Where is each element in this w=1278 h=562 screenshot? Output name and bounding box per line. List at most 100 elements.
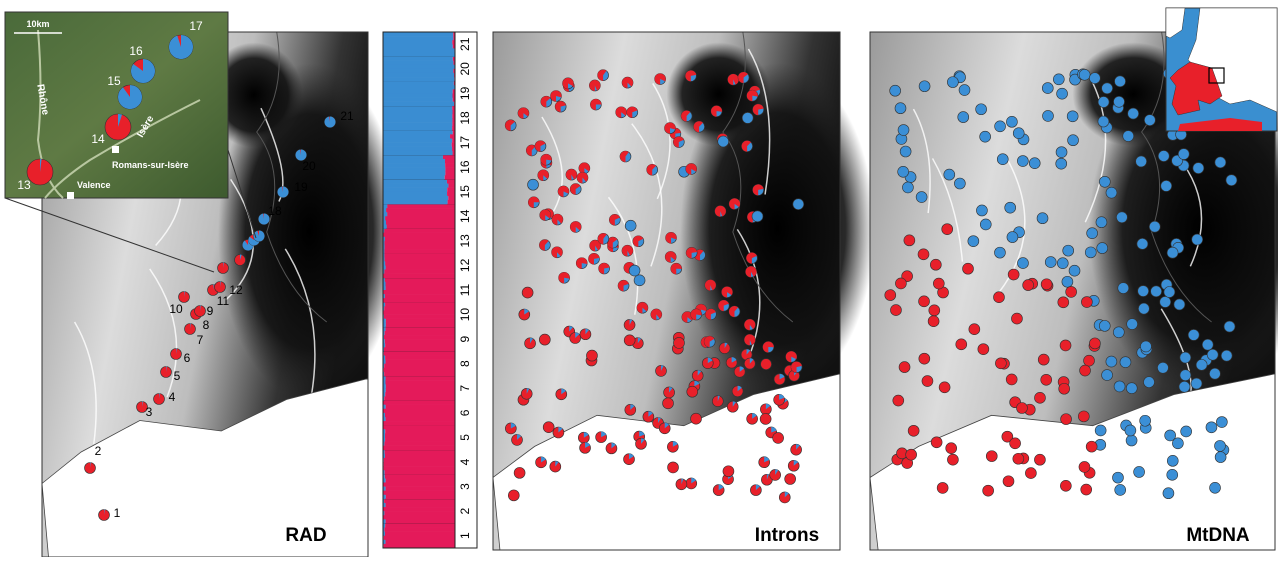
sample-dot (1062, 276, 1073, 287)
sample-dot (1034, 454, 1045, 465)
structure-red (447, 179, 455, 183)
site-label: 3 (146, 405, 153, 419)
sample-dot (1106, 187, 1117, 198)
structure-tick-label: 15 (458, 185, 472, 199)
pie-blue (277, 187, 288, 198)
site-label: 6 (184, 351, 191, 365)
sample-slice (589, 80, 600, 91)
sample-dot (1085, 247, 1096, 258)
sample-dot (1115, 484, 1126, 495)
structure-blue (383, 224, 387, 228)
sample-dot (885, 290, 896, 301)
sample-dot (899, 362, 910, 373)
sample-dot (1096, 217, 1107, 228)
structure-blue (383, 44, 453, 48)
town-label: Romans-sur-Isère (112, 160, 189, 170)
structure-blue (383, 196, 448, 200)
structure-blue (383, 167, 445, 171)
structure-blue (383, 175, 445, 179)
sample-dot (625, 220, 636, 231)
structure-tick-label: 13 (458, 234, 472, 248)
structure-red (448, 196, 455, 200)
sample-dot (1174, 299, 1185, 310)
structure-red (384, 466, 455, 470)
site-label: 1 (114, 506, 121, 520)
structure-red (383, 446, 455, 450)
sample-dot (1215, 452, 1226, 463)
pie-blue (169, 35, 193, 59)
structure-red (445, 163, 455, 167)
sample-dot (919, 81, 930, 92)
sample-dot (1068, 135, 1079, 146)
structure-red (384, 364, 455, 368)
sample-dot (1078, 411, 1089, 422)
structure-blue (383, 32, 453, 36)
sample-dot (1087, 228, 1098, 239)
structure-tick-label: 4 (458, 458, 472, 465)
structure-red (384, 368, 455, 372)
sample-dot (586, 350, 597, 361)
site-label: 5 (174, 369, 181, 383)
structure-red (384, 274, 455, 278)
sample-dot (634, 275, 645, 286)
sample-dot (1167, 455, 1178, 466)
structure-red (384, 351, 455, 355)
sample-dot (1191, 378, 1202, 389)
sample-dot (1084, 355, 1095, 366)
sample-dot (1214, 440, 1225, 451)
pie-blue (325, 117, 336, 128)
structure-blue (383, 85, 455, 89)
structure-blue (383, 179, 447, 183)
sample-dot (1215, 157, 1226, 168)
sample-dot (1023, 280, 1034, 291)
structure-tick-label: 14 (458, 209, 472, 223)
structure-red (383, 401, 455, 405)
structure-red (384, 249, 455, 253)
structure-red (448, 200, 455, 204)
sample-dot (1167, 469, 1178, 480)
structure-red (384, 458, 455, 462)
sample-dot (1140, 341, 1151, 352)
sample-dot (1167, 247, 1178, 258)
structure-blue (383, 93, 453, 97)
sample-dot (1005, 202, 1016, 213)
sample-dot (908, 425, 919, 436)
sample-dot (1061, 414, 1072, 425)
structure-red (386, 265, 455, 269)
sample-dot (898, 166, 909, 177)
structure-red (385, 343, 455, 347)
structure-red (385, 245, 455, 249)
structure-tick-label: 8 (458, 360, 472, 367)
sample-dot (1045, 257, 1056, 268)
structure-red (384, 229, 455, 233)
sample-dot (895, 278, 906, 289)
sample-dot (1008, 269, 1019, 280)
sample-dot (793, 199, 804, 210)
sample-dot (1134, 466, 1145, 477)
sample-dot (983, 485, 994, 496)
sample-dot (1114, 96, 1125, 107)
structure-blue (383, 114, 452, 118)
structure-red (385, 356, 455, 360)
sample-dot (508, 490, 519, 501)
sample-dot (1221, 350, 1232, 361)
structure-tick-label: 12 (458, 258, 472, 272)
structure-blue (383, 65, 455, 69)
site-label: 9 (207, 304, 214, 318)
sample-dot (1160, 296, 1171, 307)
structure-blue (383, 118, 452, 122)
structure-blue (383, 200, 448, 204)
structure-tick-label: 16 (458, 160, 472, 174)
sample-dot (1116, 212, 1127, 223)
sample-dot (942, 224, 953, 235)
site-label: 20 (302, 159, 316, 173)
sample-dot (1180, 352, 1191, 363)
sample-dot (986, 451, 997, 462)
sample-dot (1057, 258, 1068, 269)
structure-red (384, 499, 455, 503)
inset-site-label: 15 (107, 74, 121, 88)
sample-dot (954, 178, 965, 189)
sample-dot (919, 296, 930, 307)
structure-tick-label: 2 (458, 507, 472, 514)
structure-red (387, 224, 455, 228)
